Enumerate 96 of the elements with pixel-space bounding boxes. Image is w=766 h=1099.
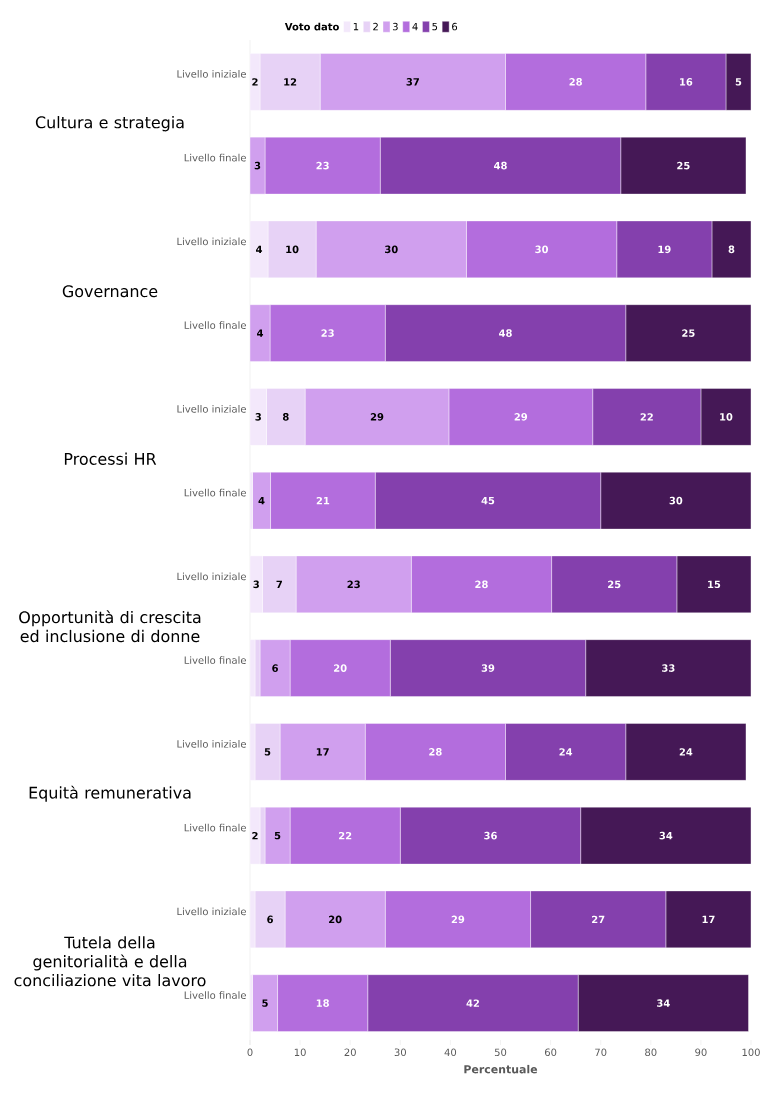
data-label: 22 <box>339 831 352 840</box>
x-axis-title: Percentuale <box>464 1064 538 1074</box>
y-tick-label: Livello iniziale <box>177 572 246 581</box>
data-label: 24 <box>679 748 693 756</box>
text: Processi HR <box>64 452 157 465</box>
y-tick-label: Livello finale <box>184 991 246 999</box>
data-label: 10 <box>720 413 733 421</box>
data-label: 8 <box>728 245 735 254</box>
legend-label: 5 <box>432 22 438 31</box>
data-label: 22 <box>640 413 653 421</box>
legend-label: 2 <box>373 22 378 31</box>
data-label: 23 <box>316 161 329 170</box>
data-label: 2 <box>252 831 258 840</box>
data-label: 34 <box>659 831 673 840</box>
y-tick-label: Livello finale <box>184 656 246 664</box>
x-tick-label: 40 <box>444 1048 457 1057</box>
data-label: 23 <box>321 329 334 337</box>
data-label: 21 <box>316 496 330 505</box>
data-label: 17 <box>316 748 329 756</box>
y-tick-label: Livello iniziale <box>177 907 246 916</box>
x-tick-label: 0 <box>247 1048 253 1057</box>
data-label: 45 <box>481 496 495 505</box>
data-label: 25 <box>682 329 695 337</box>
legend-label: 6 <box>452 22 458 31</box>
text: Equità remunerativa <box>29 785 191 802</box>
x-tick-label: 80 <box>645 1048 657 1057</box>
data-label: 23 <box>347 580 360 589</box>
data-label: 4 <box>257 329 264 337</box>
data-label: 16 <box>680 78 693 86</box>
y-tick-label: Livello finale <box>184 488 246 497</box>
data-label: 28 <box>429 748 442 756</box>
y-tick-label: Livello finale <box>184 823 246 832</box>
y-tick-label: Livello iniziale <box>177 70 246 78</box>
text: Tutela della genitorialità e della conciliazione vita lavoro <box>14 936 206 987</box>
data-label: 17 <box>702 915 715 924</box>
data-label: 3 <box>255 413 261 421</box>
data-label: 6 <box>267 915 273 924</box>
data-label: 25 <box>608 580 621 589</box>
data-label: 5 <box>264 748 271 756</box>
x-tick-label: 50 <box>494 1048 507 1057</box>
data-label: 12 <box>284 78 297 86</box>
data-label: 20 <box>329 915 342 924</box>
y-tick-label: Livello iniziale <box>177 237 246 246</box>
data-label: 15 <box>708 580 721 589</box>
y-tick-label: Livello finale <box>184 321 246 329</box>
data-label: 30 <box>669 496 683 505</box>
data-label: 39 <box>481 664 495 672</box>
data-label: 10 <box>286 245 299 254</box>
text: Opportunità di crescita ed inclusione di donne <box>19 610 201 643</box>
data-label: 29 <box>451 915 465 924</box>
data-label: 36 <box>484 831 497 840</box>
data-label: 7 <box>276 580 282 588</box>
data-label: 18 <box>316 999 329 1007</box>
data-label: 30 <box>535 245 549 254</box>
legend-label: 4 <box>412 22 418 31</box>
data-label: 8 <box>282 413 289 421</box>
data-label: 37 <box>406 78 419 86</box>
data-label: 34 <box>657 999 670 1007</box>
x-tick-label: 70 <box>595 1048 607 1057</box>
x-tick-label: 30 <box>394 1048 406 1057</box>
data-label: 5 <box>274 831 281 840</box>
data-label: 4 <box>256 245 263 253</box>
data-label: 3 <box>253 580 259 589</box>
y-tick-label: Livello iniziale <box>177 740 246 748</box>
text: Cultura e strategia <box>35 116 184 132</box>
text: Governance <box>62 285 158 298</box>
data-label: 33 <box>662 664 675 672</box>
data-label: 3 <box>254 161 261 170</box>
data-label: 4 <box>258 496 265 505</box>
x-tick-label: 10 <box>294 1048 306 1057</box>
x-tick-label: 90 <box>695 1048 707 1057</box>
data-label: 19 <box>658 245 671 254</box>
data-label: 20 <box>334 664 347 672</box>
data-label: 29 <box>514 413 528 421</box>
data-label: 30 <box>385 245 398 254</box>
data-label: 29 <box>370 413 384 421</box>
data-label: 27 <box>592 915 605 924</box>
data-label: 48 <box>499 329 512 337</box>
data-label: 2 <box>252 78 258 86</box>
data-label: 42 <box>466 999 480 1007</box>
legend-label: 3 <box>392 22 398 31</box>
data-label: 5 <box>262 999 268 1007</box>
data-label: 28 <box>569 78 582 86</box>
x-tick-label: 60 <box>544 1048 557 1057</box>
data-label: 5 <box>735 78 742 86</box>
data-label: 6 <box>272 664 278 672</box>
x-tick-label: 20 <box>344 1048 356 1057</box>
legend-label: 1 <box>353 22 359 31</box>
y-tick-label: Livello iniziale <box>177 405 246 413</box>
y-tick-label: Livello finale <box>184 153 246 162</box>
data-label: 25 <box>677 161 690 170</box>
data-label: 24 <box>559 748 573 756</box>
data-label: 48 <box>494 161 507 170</box>
legend-title: Voto dato <box>284 22 339 31</box>
x-tick-label: 100 <box>742 1048 760 1057</box>
data-label: 28 <box>475 580 488 589</box>
